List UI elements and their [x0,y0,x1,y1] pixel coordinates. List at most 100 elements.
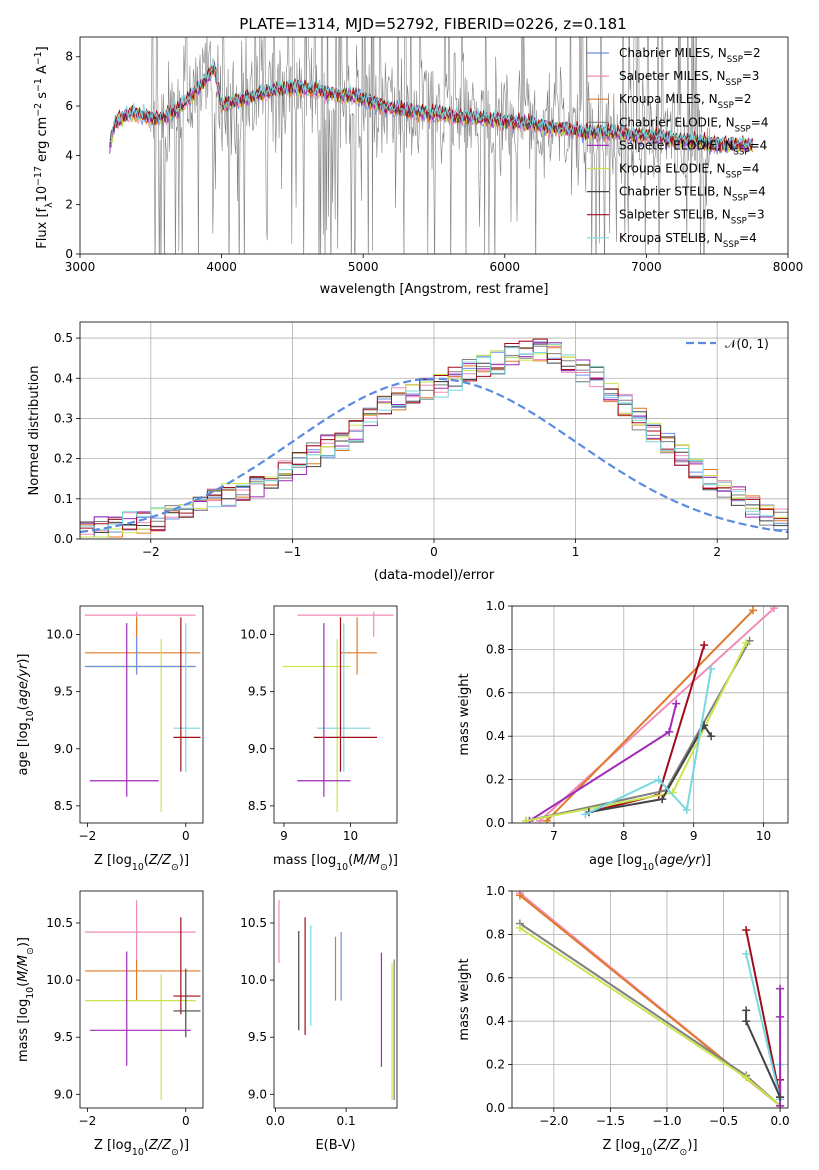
legend-label-salpeter_stelib: Salpeter STELIB, NSSP=3 [619,208,765,227]
marker-kroupa_stelib [654,775,663,784]
x-tick-label: −1 [284,545,302,559]
y-tick-label: 0.2 [486,773,505,787]
marker-salpeter_miles [770,606,779,613]
x-tick-label: −0.5 [709,1114,738,1128]
y-tick-label: 0.3 [54,411,73,425]
marker-kroupa_elodie [515,923,524,932]
marker-kroupa_stelib [682,805,691,814]
x-axis-label: mass [log10(M/M⊙)] [273,853,398,873]
y-axis-label: mass weight [457,673,472,755]
marker-chabrier_stelib [658,795,667,804]
marker-kroupa_miles [515,891,524,900]
marker-chabrier_stelib [742,1017,751,1026]
x-tick-label: 0 [182,1114,190,1128]
series-chabrier_stelib [588,723,712,814]
x-tick-label: 0.0 [266,1114,285,1128]
x-tick-label: 10 [343,829,358,843]
y-tick-label: 0.1 [54,492,73,506]
y-tick-label: 8.5 [248,799,267,813]
x-tick-label: −2 [79,829,97,843]
y-tick-label: 0.4 [486,729,505,743]
x-tick-label: 8000 [773,260,804,274]
y-tick-label: 0.5 [54,331,73,345]
marker-chabrier_stelib [776,1093,785,1102]
x-axis-label: wavelength [Angstrom, rest frame] [320,282,549,297]
x-axis-label: Z [log10(Z/Z⊙)] [602,1138,697,1158]
axes-frame [273,605,398,824]
x-tick-label: 7000 [631,260,662,274]
x-tick-label: 1 [572,545,580,559]
y-tick-label: 10.5 [240,916,267,930]
observed-spectrum [150,37,711,254]
panel-weight_vs_age: 7 8 9 10 0.0 0.2 0.4 0.6 0.8 1.0 age [log10(age/yr… [457,599,789,873]
legend-label-kroupa_miles: Kroupa MILES, NSSP=2 [619,92,752,111]
normal-curve [80,377,788,534]
plot-area [84,611,201,812]
x-axis-label: Z [log10(Z/Z⊙)] [94,853,189,873]
marker-salpeter_elodie [776,1101,785,1108]
x-tick-label: 10 [756,829,771,843]
x-tick-label: −2.0 [539,1114,568,1128]
legend-label-chabrier_elodie: Chabrier ELODIE, NSSP=4 [619,115,768,134]
y-axis-label: Flux [fλ10−17 erg cm−2 s−1 A−1] [33,46,55,248]
panel-mass_vs_metallicity: −2 0 9.0 9.5 10.0 10.5 Z [log10(Z/Z⊙)] mass [lo… [16,890,204,1158]
y-tick-label: 9.0 [54,742,73,756]
plot-area [80,322,788,539]
x-tick-label: −2 [142,545,160,559]
legend-label-salpeter_elodie: Salpeter ELODIE, NSSP=4 [619,138,767,157]
axes-frame [79,605,204,824]
marker-chabrier_stelib [742,1006,751,1015]
y-tick-label: 10.0 [240,628,267,642]
panel-age_vs_metallicity: −2 0 8.5 9.0 9.5 10.0 Z [log10(Z/Z⊙)] age [log1… [16,605,204,873]
x-tick-label: 3000 [65,260,96,274]
axes-frame [79,890,204,1109]
y-tick-label: 9.5 [54,1030,73,1044]
marker-kroupa_elodie [521,816,530,823]
model-spectrum-kroupa_stelib [109,57,754,150]
marker-kroupa_stelib [707,664,716,673]
plot-area [84,900,201,1101]
x-axis-label: E(B-V) [315,1138,355,1153]
y-tick-label: 0 [65,247,73,261]
x-axis-label: age [log10(age/yr)] [589,853,711,873]
axes-frame [511,890,789,1109]
legend-label-chabrier_stelib: Chabrier STELIB, NSSP=4 [619,185,766,204]
x-tick-label: 4000 [206,260,237,274]
marker-kroupa_stelib [581,810,590,819]
y-tick-label: 9.5 [248,1030,267,1044]
x-tick-label: 7 [550,829,558,843]
x-tick-label: −1.5 [596,1114,625,1128]
x-tick-label: 0.1 [337,1114,356,1128]
axes-frame [511,605,789,824]
y-tick-label: 0.8 [486,927,505,941]
legend-label-kroupa_elodie: Kroupa ELODIE, NSSP=4 [619,162,759,181]
marker-chabrier_stelib [707,732,716,741]
y-tick-label: 0.0 [486,816,505,830]
series-kroupa_stelib [584,668,713,816]
y-tick-label: 0.4 [486,1014,505,1028]
figure-title: PLATE=1314, MJD=52792, FIBERID=0226, z=0… [239,15,626,33]
x-tick-label: 0 [182,829,190,843]
y-tick-label: 10.0 [46,628,73,642]
x-axis-label: (data-model)/error [374,568,495,583]
marker-salpeter_elodie [776,984,785,993]
panel-weight_vs_metallicity: −2.0 −1.5 −1.0 −0.5 0.0 0.0 0.2 0.4 0.6 0.8 1.0 Z [… [457,884,790,1158]
x-tick-label: 5000 [348,260,379,274]
panel-age_vs_mass: 9 10 8.5 9.0 9.5 10.0 mass [log10(M/M⊙)] [240,605,398,873]
y-tick-label: 0.8 [486,642,505,656]
x-tick-label: 8 [620,829,628,843]
panel-residual_histogram: −2 −1 0 1 2 0.0 0.1 0.2 0.3 0.4 0.5 (data-model)/er… [27,321,789,583]
y-tick-label: 0.6 [486,686,505,700]
marker-kroupa_miles [749,606,758,615]
y-tick-label: 10.0 [240,973,267,987]
marker-kroupa_miles [542,816,551,823]
axes-frame [79,36,789,255]
plot-area [278,900,395,1101]
y-tick-label: 0.4 [54,371,73,385]
plot-area [109,37,754,254]
legend: 𝒩(0, 1) [686,337,769,351]
plot-area [282,611,394,812]
legend: Chabrier MILES, NSSP=2 Salpeter MILES, NS… [587,46,768,250]
x-tick-label: 9 [280,829,288,843]
